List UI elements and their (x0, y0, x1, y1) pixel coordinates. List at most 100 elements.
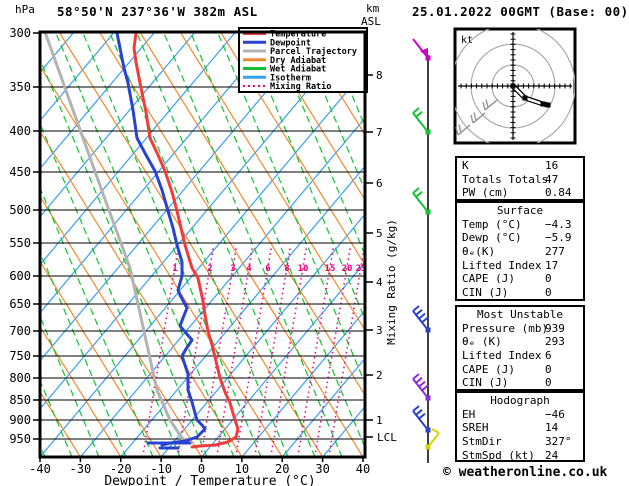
panel-row-label: CIN (J) (462, 286, 509, 300)
isotherm-line (40, 32, 156, 170)
mixing-ratio-value-label: 6 (265, 264, 270, 274)
pressure-tick-label: 300 (9, 26, 31, 40)
panel-box-surface: Surface Temp (°C) −4.3 Dewp (°C) −5.9 θₑ(K) 27… (455, 201, 585, 301)
isotherm-line (201, 261, 365, 457)
panel-row-label: PW (cm) (462, 186, 509, 200)
panel-row-value: 0 (545, 272, 552, 286)
temperature-tick-label: 0 (198, 462, 205, 476)
mixing-ratio-line (296, 245, 335, 457)
mixing-ratio-value-label: 3 (230, 264, 235, 274)
isotherm-line (40, 32, 196, 218)
dry-adiabat-line (220, 32, 365, 267)
dry-adiabat-line (40, 325, 122, 457)
mixing-ratio-line (313, 245, 352, 457)
wind-barb-tick (418, 412, 426, 420)
isotherm-line (40, 32, 115, 122)
wind-barb (412, 107, 431, 135)
wind-barb-stem (412, 112, 429, 133)
panel-row-value: 277 (545, 245, 565, 259)
legend-label: Mixing Ratio (270, 81, 331, 92)
wind-barb-tick (412, 187, 420, 194)
isotherm-line (160, 213, 365, 457)
pressure-tick-label: 550 (9, 236, 31, 250)
pressure-tick-label: 900 (9, 413, 31, 427)
wind-barb-tick (421, 316, 429, 324)
temperature-tick-label: -10 (150, 462, 172, 476)
panel-row-value: 14 (545, 421, 559, 435)
pressure-tick-label: 700 (9, 324, 31, 338)
mixing-ratio-value-label: 8 (284, 264, 289, 274)
panel-box-title: Surface (496, 204, 544, 217)
panel-row-value: −46 (545, 407, 565, 421)
wind-barb-stem (427, 432, 440, 448)
panel-box-indices: K 16 Totals Totals 47 PW (cm) 0.84 (455, 156, 585, 201)
legend-label: Dewpoint (270, 37, 311, 48)
km-tick-label: 6 (376, 177, 383, 190)
wind-barb-tick (415, 409, 423, 416)
panel-row-value: 327° (545, 435, 572, 449)
plot-border (38, 30, 367, 459)
sounding-curves (43, 32, 240, 450)
hodograph-content (455, 29, 575, 143)
asl-label: ASL (361, 15, 381, 28)
panel-row: K 16 (457, 159, 583, 173)
isotherm-line (40, 69, 365, 457)
temperature-tick-label: -20 (110, 462, 132, 476)
dry-adiabat-line (179, 32, 365, 332)
pressure-tick-label: 650 (9, 297, 31, 311)
wind-barb-tick (421, 384, 429, 392)
gray-barb-stem (484, 99, 498, 111)
mixing-ratio-line (234, 245, 273, 457)
isotherm-line (79, 117, 365, 457)
legend-label: Wet Adiabat (270, 64, 326, 75)
wind-barb-tick (412, 373, 420, 380)
panel-row: Pressure (mb) 939 (457, 322, 583, 336)
wind-barb-pennant (420, 48, 428, 57)
wind-barb-tick (415, 111, 423, 118)
panel-row-label: K (462, 159, 469, 172)
panel-row-value: 0.84 (545, 186, 572, 200)
legend-label: Temperature (270, 30, 326, 40)
dewpoint-curve (115, 32, 207, 447)
mixing-ratio-line (215, 245, 254, 457)
gray-barb-stem (472, 112, 486, 124)
km-tick-label: 3 (376, 324, 383, 337)
panel-row-value: 0 (545, 286, 552, 300)
temperature-tick-label: 20 (275, 462, 289, 476)
panel-row-label: StmDir (462, 435, 502, 449)
lcl-label: LCL (377, 431, 397, 444)
panel-row: Lifted Index 6 (457, 349, 583, 363)
pressure-tick-label: 800 (9, 371, 31, 385)
mixing-ratio-line (253, 245, 292, 457)
panel-row-label: Temp (°C) (462, 217, 522, 231)
isotherm-line (241, 309, 365, 457)
dry-adiabat-line (58, 32, 324, 457)
background-lines (40, 32, 365, 457)
pressure-tick-label: 850 (9, 393, 31, 407)
temperature-axis-title: Dewpoint / Temperature (°C) (104, 474, 315, 486)
mixing-ratio-value-label: 15 (325, 264, 336, 274)
pressure-tick-label: 500 (9, 203, 31, 217)
isotherm-line (120, 165, 365, 457)
hodograph: kt (453, 27, 577, 145)
panel-row-value: 6 (545, 349, 552, 363)
panel-row: CIN (J) 0 (457, 286, 583, 300)
panel-box-most-unstable: Most Unstable Pressure (mb) 939 θₑ (K) 293 Li… (455, 305, 585, 391)
mixing-ratio-value-label: 25 (356, 264, 367, 274)
dry-adiabat-line (40, 260, 162, 457)
panel-row: Totals Totals 47 (457, 173, 583, 187)
wind-barb-stem (412, 410, 429, 431)
mixing-ratio-axis-title: Mixing Ratio (g/kg) (385, 219, 398, 345)
panel-row: StmDir 327° (457, 435, 583, 449)
panel-box-title: Hodograph (490, 394, 550, 407)
temperature-tick-label: 10 (235, 462, 249, 476)
wind-barb (412, 187, 431, 215)
panel-row: θₑ(K) 277 (457, 245, 583, 259)
panel-row-label: EH (462, 407, 476, 421)
pressure-tick-label: 400 (9, 124, 31, 138)
panel-row-label: Pressure (mb) (462, 321, 549, 335)
pressure-tick-label: 950 (9, 432, 31, 446)
copyright-text: © weatheronline.co.uk (443, 465, 608, 480)
panel-row-value: 17 (545, 258, 559, 272)
